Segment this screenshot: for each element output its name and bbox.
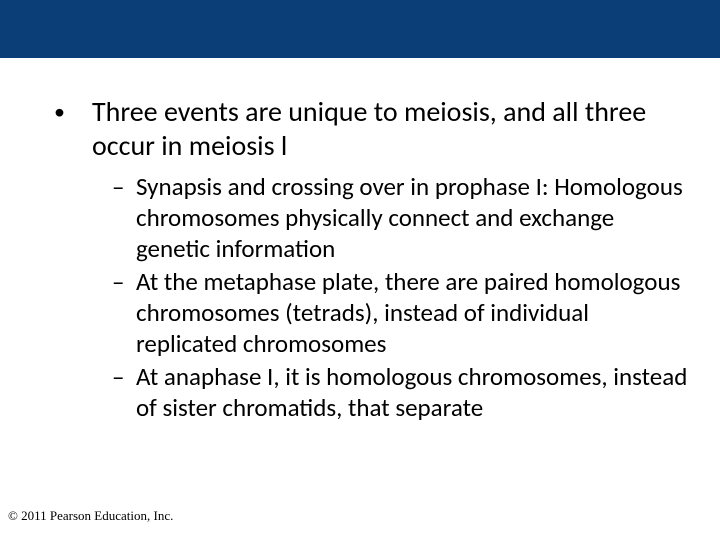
bullet-level2: – At anaphase I, it is homologous chromo…: [112, 361, 690, 423]
bullet-level2: – Synapsis and crossing over in prophase…: [112, 171, 690, 264]
bullet-level2-text: Synapsis and crossing over in prophase I…: [136, 171, 690, 264]
sub-bullet-list: – Synapsis and crossing over in prophase…: [112, 171, 690, 423]
bullet-glyph: •: [50, 95, 92, 129]
bullet-level2: – At the metaphase plate, there are pair…: [112, 266, 690, 359]
bullet-level1-text: Three events are unique to meiosis, and …: [92, 95, 690, 163]
title-band: [0, 0, 720, 58]
copyright-footer: © 2011 Pearson Education, Inc.: [8, 508, 173, 524]
dash-glyph: –: [112, 171, 136, 202]
dash-glyph: –: [112, 266, 136, 297]
dash-glyph: –: [112, 361, 136, 392]
bullet-level2-text: At anaphase I, it is homologous chromoso…: [136, 361, 690, 423]
slide-content: • Three events are unique to meiosis, an…: [50, 95, 690, 425]
bullet-level1: • Three events are unique to meiosis, an…: [50, 95, 690, 163]
bullet-level2-text: At the metaphase plate, there are paired…: [136, 266, 690, 359]
